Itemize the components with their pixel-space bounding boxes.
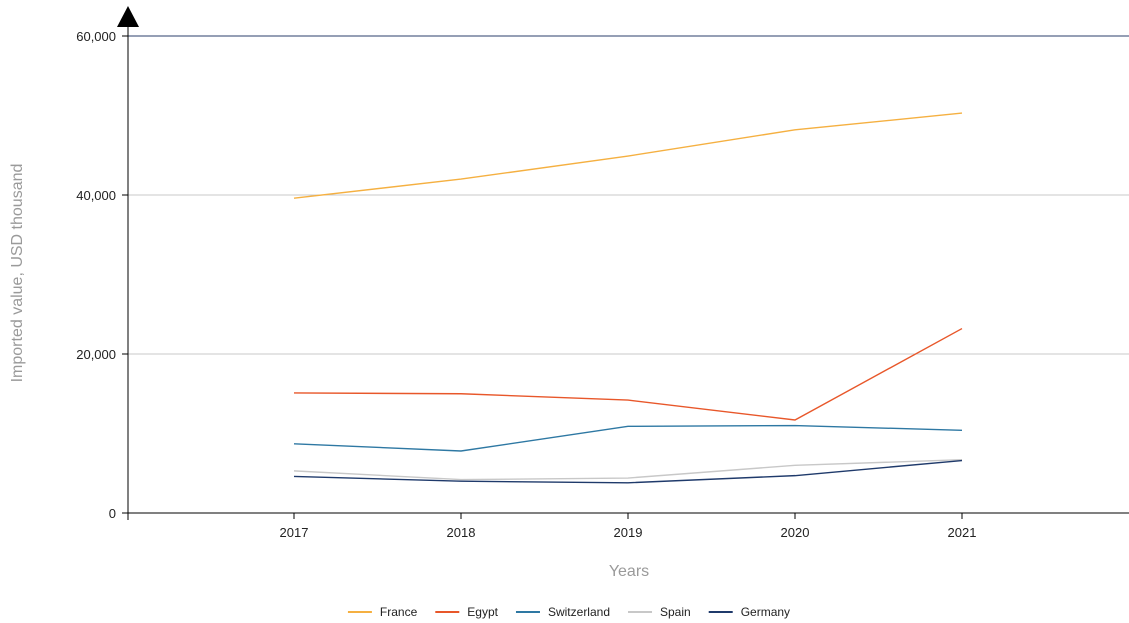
data-point-france[interactable] xyxy=(793,128,797,132)
series-line-spain xyxy=(293,459,963,481)
legend: France Egypt Switzerland Spain Germany xyxy=(347,605,790,619)
y-tick-label: 60,000 xyxy=(76,29,116,44)
series-line-france xyxy=(293,112,963,199)
legend-label: France xyxy=(380,605,418,619)
data-point-egypt[interactable] xyxy=(292,391,296,395)
y-tick-label: 40,000 xyxy=(76,188,116,203)
data-point-spain[interactable] xyxy=(793,463,797,467)
data-point-switzerland[interactable] xyxy=(459,449,463,453)
data-point-france[interactable] xyxy=(459,177,463,181)
y-axis-ticks: 0 20,000 40,000 60,000 xyxy=(76,29,128,521)
data-point-germany[interactable] xyxy=(960,459,964,463)
data-point-egypt[interactable] xyxy=(960,327,964,331)
legend-item-france[interactable]: France xyxy=(347,605,418,619)
y-axis-arrow-icon xyxy=(117,6,139,27)
data-point-germany[interactable] xyxy=(626,481,630,485)
series-line-germany xyxy=(293,459,963,484)
data-point-egypt[interactable] xyxy=(459,392,463,396)
data-point-switzerland[interactable] xyxy=(960,428,964,432)
data-point-switzerland[interactable] xyxy=(793,424,797,428)
legend-label: Germany xyxy=(741,605,790,619)
data-point-switzerland[interactable] xyxy=(626,424,630,428)
data-point-spain[interactable] xyxy=(626,476,630,480)
data-point-france[interactable] xyxy=(292,196,296,200)
legend-item-egypt[interactable]: Egypt xyxy=(435,605,499,619)
data-point-egypt[interactable] xyxy=(626,398,630,402)
data-point-egypt[interactable] xyxy=(793,418,797,422)
y-axis-title: Imported value, USD thousand xyxy=(9,164,26,383)
data-point-switzerland[interactable] xyxy=(292,442,296,446)
legend-item-spain[interactable]: Spain xyxy=(628,605,691,619)
legend-item-germany[interactable]: Germany xyxy=(708,605,790,619)
legend-item-switzerland[interactable]: Switzerland xyxy=(515,605,610,619)
y-tick-label: 20,000 xyxy=(76,347,116,362)
data-point-germany[interactable] xyxy=(793,474,797,478)
legend-label: Egypt xyxy=(467,605,498,619)
x-tick-label: 2020 xyxy=(781,525,810,540)
data-point-germany[interactable] xyxy=(292,474,296,478)
gridlines xyxy=(128,35,1129,355)
y-tick-label: 0 xyxy=(109,506,116,521)
axes xyxy=(117,6,1129,520)
data-point-germany[interactable] xyxy=(459,479,463,483)
x-tick-label: 2018 xyxy=(447,525,476,540)
x-tick-label: 2019 xyxy=(614,525,643,540)
series-line-switzerland xyxy=(293,424,963,452)
legend-label: Switzerland xyxy=(548,605,610,619)
series-line-egypt xyxy=(293,327,963,421)
x-tick-label: 2021 xyxy=(948,525,977,540)
x-axis-title: Years xyxy=(609,563,649,580)
data-point-spain[interactable] xyxy=(292,469,296,473)
x-axis-ticks: 2017 2018 2019 2020 2021 xyxy=(280,513,977,540)
data-point-france[interactable] xyxy=(626,154,630,158)
legend-label: Spain xyxy=(660,605,691,619)
series-lines xyxy=(292,111,964,485)
data-point-france[interactable] xyxy=(960,111,964,115)
x-tick-label: 2017 xyxy=(280,525,309,540)
